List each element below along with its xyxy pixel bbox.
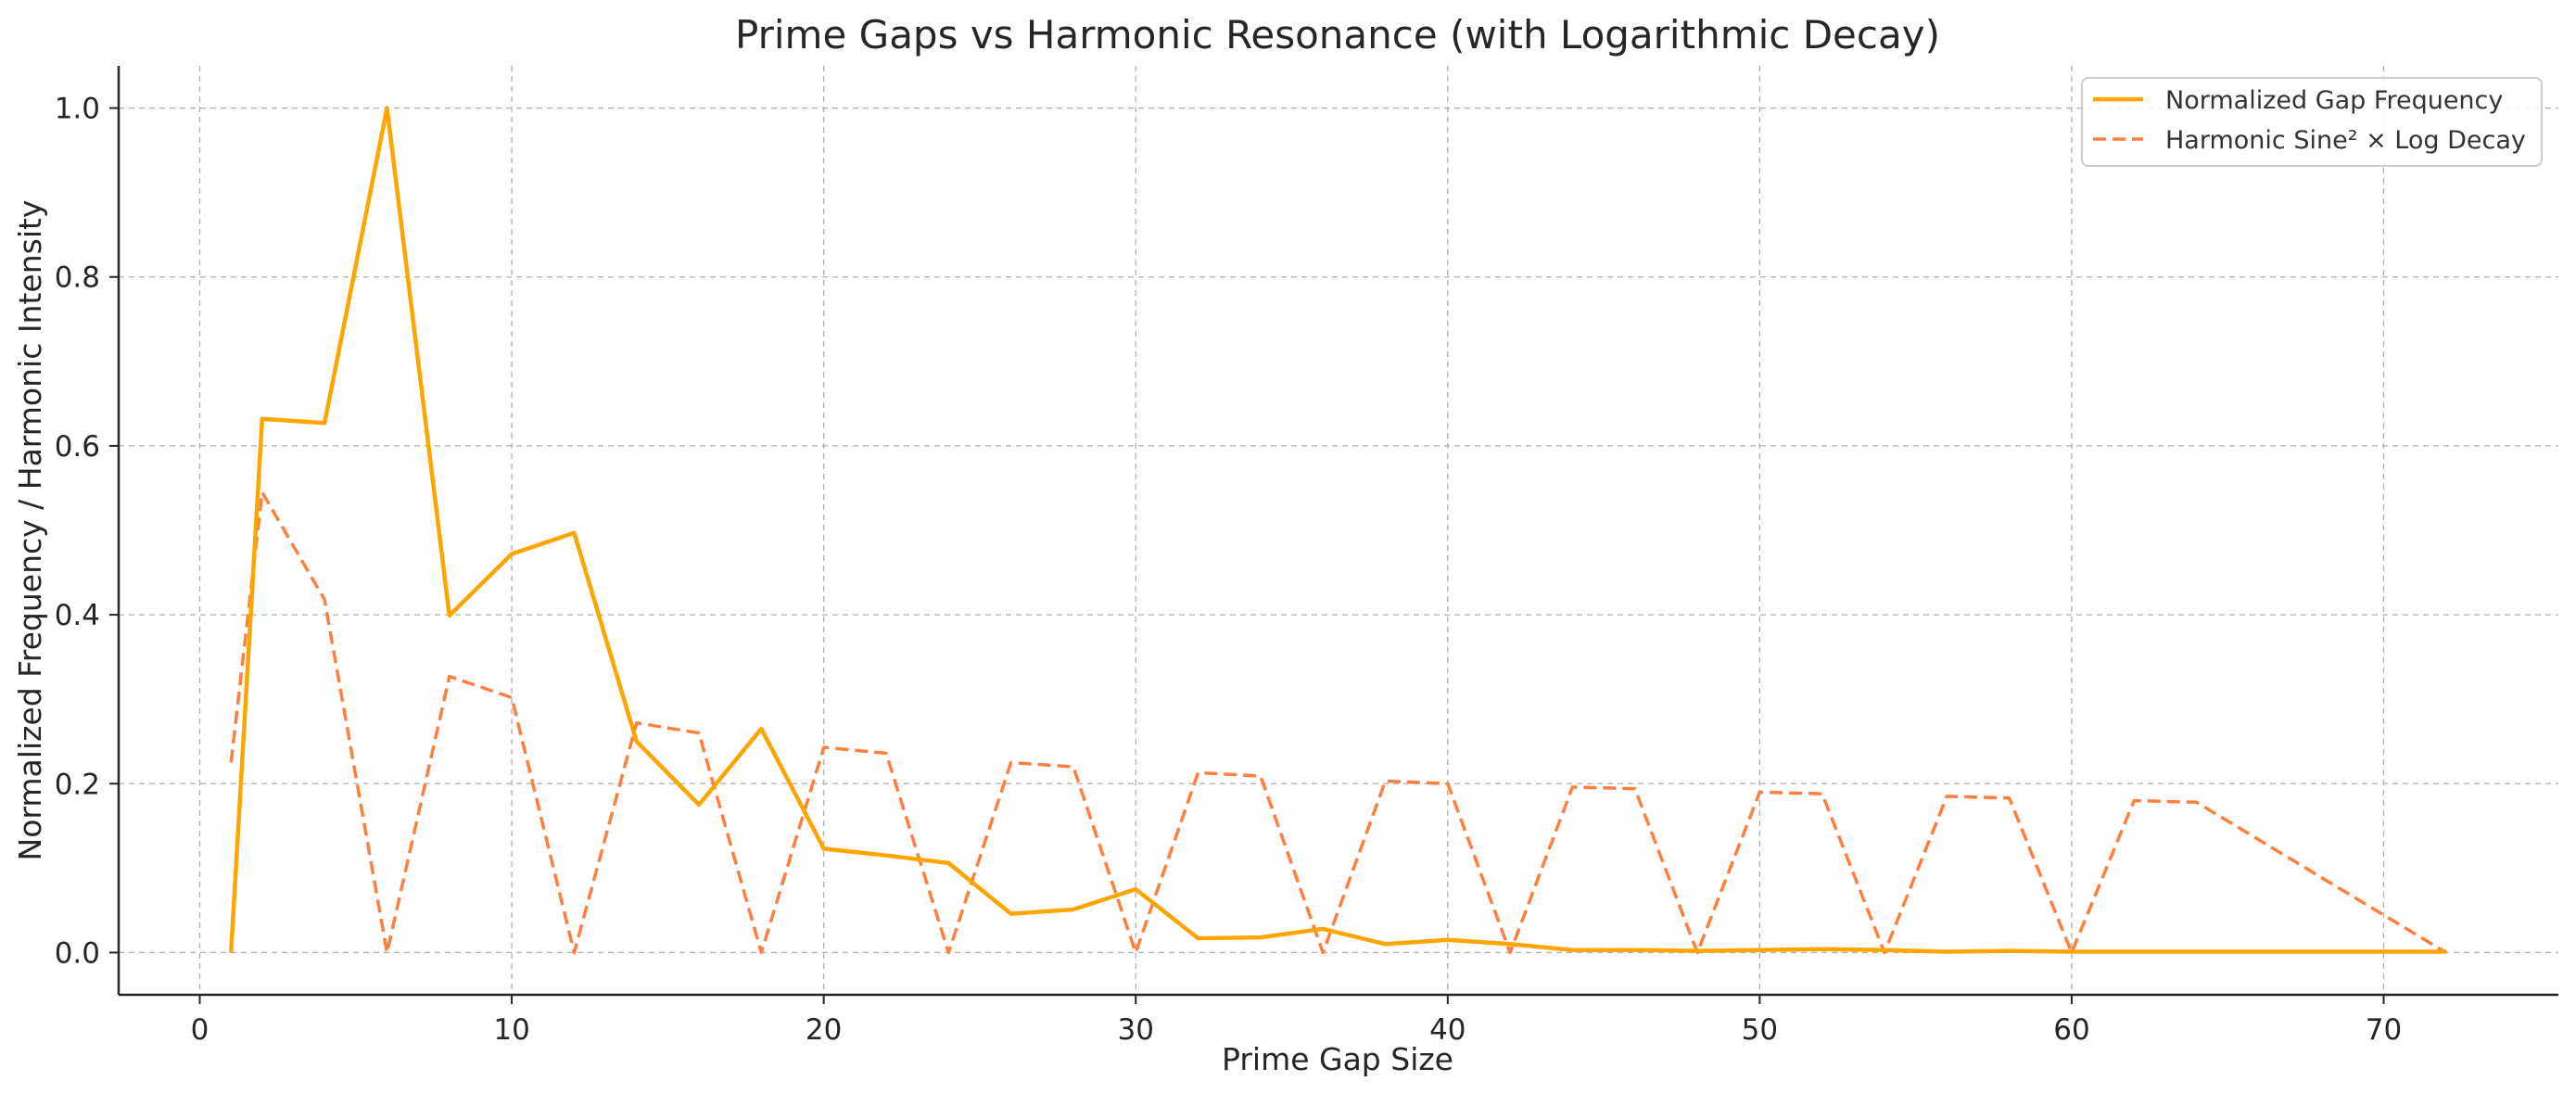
y-tick-label: 0.4	[55, 599, 100, 632]
legend: Normalized Gap Frequency Harmonic Sine² …	[2081, 77, 2543, 167]
y-tick-label: 0.8	[55, 261, 100, 295]
x-tick-label: 30	[1118, 1013, 1154, 1047]
series-line-gap-frequency	[228, 106, 2446, 954]
legend-frame	[2081, 77, 2543, 167]
series-lines	[228, 106, 2447, 955]
axis-ticks: 0 10 20 30 40 50 60 70 0.0 0.2 0.4 0.6 0.8 1.0	[55, 93, 2403, 1047]
y-tick-label: 0.6	[55, 430, 100, 464]
x-tick-label: 60	[2053, 1013, 2089, 1047]
x-tick-label: 10	[493, 1013, 529, 1047]
x-tick-label: 70	[2366, 1013, 2402, 1047]
x-tick-label: 20	[806, 1013, 842, 1047]
x-axis-label: Prime Gap Size	[1222, 1041, 1453, 1077]
x-tick-label: 0	[191, 1013, 209, 1047]
x-tick-label: 50	[1742, 1013, 1778, 1047]
legend-label-harmonic-sine: Harmonic Sine² × Log Decay	[2165, 126, 2526, 155]
y-tick-label: 0.0	[55, 936, 100, 970]
y-tick-label: 0.2	[55, 768, 100, 801]
y-axis-label: Normalized Frequency / Harmonic Intensit…	[12, 200, 48, 861]
x-tick-label: 40	[1429, 1013, 1466, 1047]
legend-label-gap-frequency: Normalized Gap Frequency	[2165, 86, 2503, 115]
chart-title: Prime Gaps vs Harmonic Resonance (with L…	[735, 12, 1940, 57]
y-tick-label: 1.0	[55, 93, 100, 126]
series-line-harmonic-sine	[229, 490, 2447, 955]
